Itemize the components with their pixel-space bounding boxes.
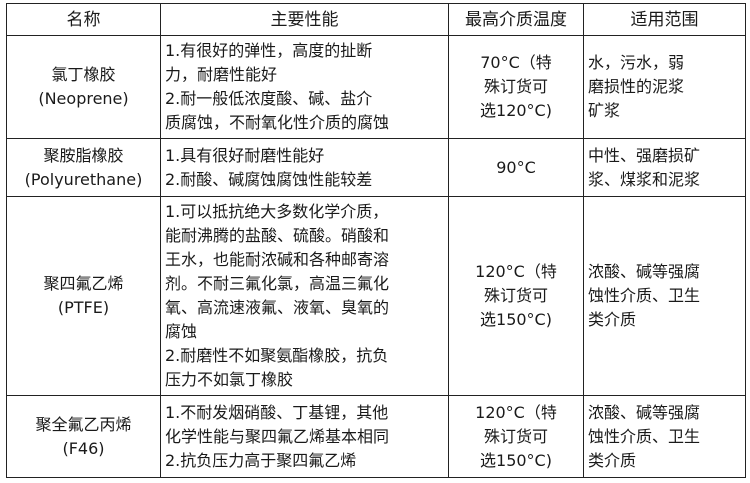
cell-line: (F46) (62, 438, 105, 458)
cell-line: 1.具有很好耐磨性能好 (165, 145, 325, 165)
cell-performance: 1.可以抵抗绝大多数化学介质， 能耐沸腾的盐酸、硫酸。硝酸和 王水，也能耐浓碱和各种… (160, 196, 449, 396)
cell-line: (PTFE) (57, 298, 110, 317)
header-performance: 主要性能 (160, 3, 449, 36)
cell-name: 聚全氟乙丙烯 (F46) (6, 395, 161, 478)
cell-line: 1.不耐发烟硝酸、丁基锂，其他 (165, 402, 389, 422)
cell-line: 浓酸、碱等强腐 (588, 402, 701, 422)
cell-line: 剂。不耐三氟化氯，高温三氟化 (165, 274, 390, 293)
cell-name: 氯丁橡胶 (Neoprene) (6, 35, 161, 139)
cell-scope: 浓酸、碱等强腐 蚀性介质、卫生 类介质 (583, 196, 746, 396)
cell-line: (Polyurethane) (24, 169, 143, 189)
cell-line: (Neoprene) (38, 89, 129, 108)
cell-temp: 120°C（特 殊订货可选150°C) (448, 196, 584, 396)
cell-line: 王水，也能耐浓碱和各种邮寄溶 (165, 250, 390, 269)
cell-performance: 1.具有很好耐磨性能好 2.耐酸、碱腐蚀腐蚀性能较差 (160, 138, 449, 197)
cell-scope: 水，污水，弱 磨损性的泥浆 矿浆 (583, 35, 746, 139)
cell-line: 氧、高流速液氟、液氧、臭氧的 (165, 298, 390, 317)
table-row: 氯丁橡胶 (Neoprene) 1.有很好的弹性，高度的扯断 力，耐磨性能好 2.耐一般… (6, 35, 746, 139)
cell-line: 腐蚀 (165, 322, 198, 341)
cell-line: 90°C (496, 157, 536, 177)
cell-line: 蚀性介质、卫生 (588, 426, 701, 446)
cell-line: 选150°C) (480, 450, 552, 470)
cell-line: 1.可以抵抗绝大多数化学介质， (165, 202, 389, 221)
cell-line: 压力不如氯丁橡胶 (165, 370, 294, 389)
header-row: 名称 主要性能 最高介质温度 适用范围 (6, 3, 746, 36)
cell-line: 殊订货可 (483, 426, 548, 446)
cell-line: 类介质 (588, 450, 637, 470)
cell-line: 中性、强磨损矿 (588, 145, 701, 165)
cell-line: 浆、煤浆和泥浆 (588, 169, 701, 189)
table-row: 聚胺脂橡胶 (Polyurethane) 1.具有很好耐磨性能好 2.耐酸、碱腐蚀腐蚀… (6, 138, 746, 197)
cell-line: 2.耐一般低浓度酸、碱、盐介 (165, 89, 373, 108)
materials-table: 名称 主要性能 最高介质温度 适用范围 氯丁橡胶 (Neoprene) 1.有很好的… (6, 3, 746, 478)
header-scope: 适用范围 (583, 3, 746, 36)
cell-line: 聚四氟乙烯 (43, 274, 124, 293)
cell-line: 120°C（特 (475, 262, 557, 281)
cell-line: 水，污水，弱 (588, 53, 685, 72)
cell-scope: 中性、强磨损矿 浆、煤浆和泥浆 (583, 138, 746, 197)
cell-temp: 70°C（特 殊订货可选120°C) (448, 35, 584, 139)
cell-line: 浓酸、碱等强腐 (588, 262, 701, 281)
cell-line: 类介质 (588, 310, 637, 329)
cell-line: 殊订货可 (483, 77, 548, 96)
cell-line: 蚀性介质、卫生 (588, 286, 701, 305)
cell-line: 1.有很好的弹性，高度的扯断 (165, 41, 373, 60)
cell-line: 2.耐磨性不如聚氨酯橡胶，抗负 (165, 346, 389, 365)
cell-line: 选150°C) (480, 310, 552, 329)
cell-line: 120°C（特 (475, 402, 557, 422)
cell-line: 选120°C) (480, 101, 552, 120)
cell-line: 2.抗负压力高于聚四氟乙烯 (165, 450, 357, 470)
header-name: 名称 (6, 3, 161, 36)
cell-scope: 浓酸、碱等强腐 蚀性介质、卫生 类介质 (583, 395, 746, 478)
header-max-temp: 最高介质温度 (448, 3, 584, 36)
cell-line: 力，耐磨性能好 (165, 65, 278, 84)
cell-line: 质腐蚀，不耐氧化性介质的腐蚀 (165, 113, 390, 132)
cell-line: 氯丁橡胶 (51, 65, 116, 84)
cell-line: 聚全氟乙丙烯 (35, 414, 132, 434)
cell-name: 聚四氟乙烯 (PTFE) (6, 196, 161, 396)
cell-line: 矿浆 (588, 101, 621, 120)
cell-line: 殊订货可 (483, 286, 548, 305)
cell-line: 能耐沸腾的盐酸、硫酸。硝酸和 (165, 226, 390, 245)
cell-performance: 1.不耐发烟硝酸、丁基锂，其他 化学性能与聚四氟乙烯基本相同 2.抗负压力高于聚四氟… (160, 395, 449, 478)
cell-line: 2.耐酸、碱腐蚀腐蚀性能较差 (165, 169, 373, 189)
cell-line: 磨损性的泥浆 (588, 77, 685, 96)
cell-temp: 120°C（特 殊订货可选150°C) (448, 395, 584, 478)
table-row: 聚四氟乙烯 (PTFE) 1.可以抵抗绝大多数化学介质， 能耐沸腾的盐酸、硫酸。硝酸和… (6, 196, 746, 396)
table-row: 聚全氟乙丙烯 (F46) 1.不耐发烟硝酸、丁基锂，其他 化学性能与聚四氟乙烯基本相同… (6, 395, 746, 478)
cell-line: 化学性能与聚四氟乙烯基本相同 (165, 426, 390, 446)
cell-temp: 90°C (448, 138, 584, 197)
cell-line: 70°C（特 (480, 53, 552, 72)
cell-name: 聚胺脂橡胶 (Polyurethane) (6, 138, 161, 197)
cell-line: 聚胺脂橡胶 (43, 145, 124, 165)
cell-performance: 1.有很好的弹性，高度的扯断 力，耐磨性能好 2.耐一般低浓度酸、碱、盐介 质腐蚀，不… (160, 35, 449, 139)
